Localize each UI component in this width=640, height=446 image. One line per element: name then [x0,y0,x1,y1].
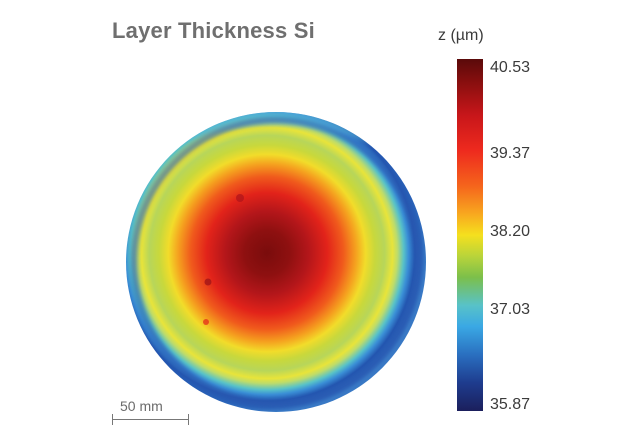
colorbar-tick-label: 35.87 [490,396,531,413]
wafer-disc [126,112,426,412]
colorbar-tick-label: 38.20 [490,223,531,240]
colorbar-tick-label: 40.53 [490,59,531,76]
scale-bar-label: 50 mm [120,398,163,414]
wafer-heatmap [124,110,428,414]
wafer-defect-spot [203,319,209,325]
scale-bar-line [112,419,188,420]
scale-bar: 50 mm [112,398,202,428]
colorbar-tick-label: 39.37 [490,145,531,162]
scale-bar-cap-right [188,414,189,425]
chart-title: Layer Thickness Si [112,18,315,43]
wafer-defect-spot [236,194,244,202]
wafer-defect-spot [204,278,212,286]
scale-bar-cap-left [112,414,113,425]
colorbar-label: z (µm) [438,27,484,44]
colorbar [457,59,483,411]
wafer-svg [126,112,426,412]
colorbar-tick-label: 37.03 [490,301,531,318]
